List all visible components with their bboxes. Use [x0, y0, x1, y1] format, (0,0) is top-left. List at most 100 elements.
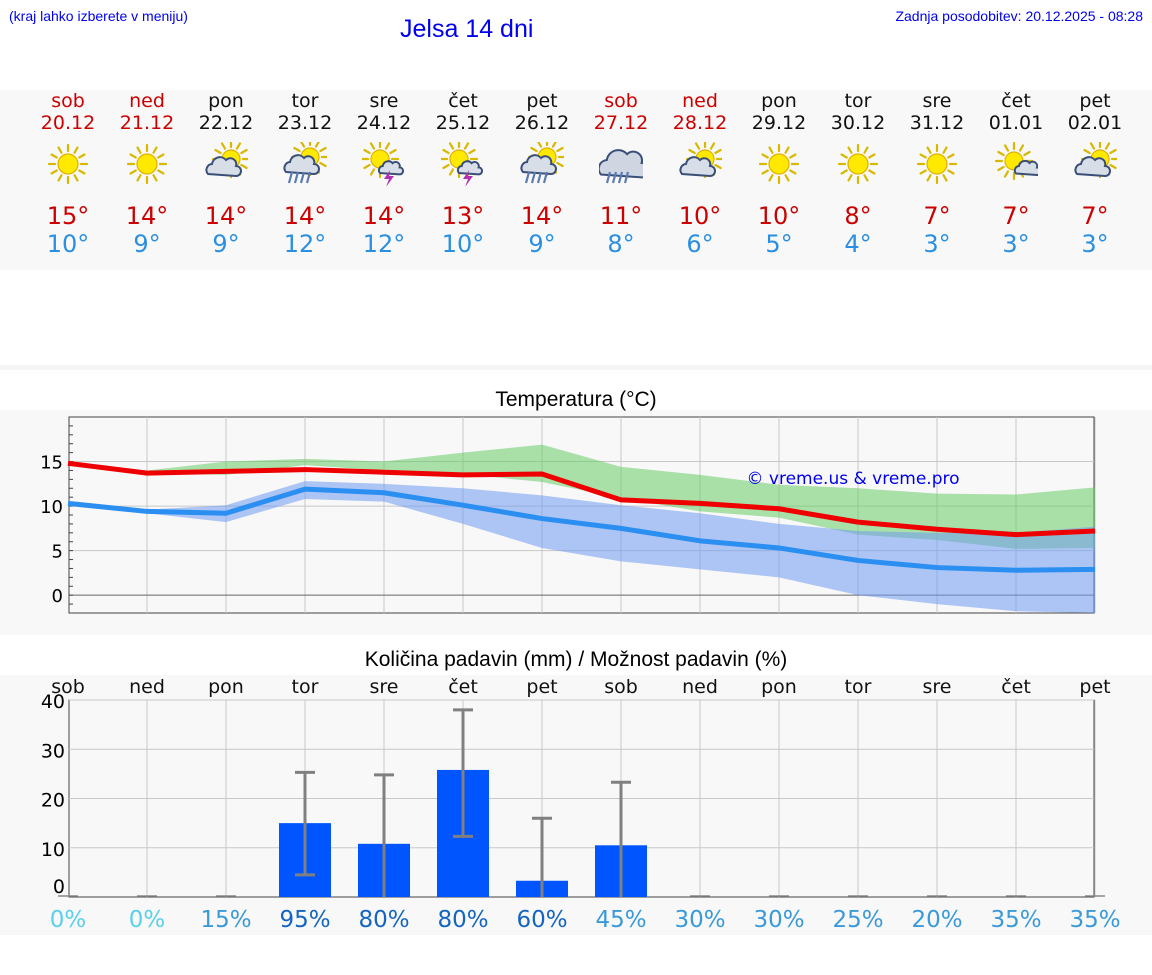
sun-ray — [1104, 142, 1111, 150]
temp-max: 14° — [520, 202, 564, 230]
cloud — [283, 154, 320, 176]
sun-ray — [78, 169, 86, 175]
sun-ray — [947, 153, 955, 159]
sun-ray — [448, 168, 455, 176]
temp-max: 14° — [362, 202, 406, 230]
sun-ray — [997, 165, 1005, 172]
temp-min: 8° — [607, 230, 635, 258]
precipitation-probability: 80% — [437, 907, 488, 933]
temperature-chart-title: Temperatura (°C) — [495, 388, 657, 411]
sun-ray — [919, 169, 927, 175]
temp-min: 10° — [441, 230, 485, 258]
sun-ray — [152, 174, 158, 182]
y-tick-label: 10 — [41, 839, 65, 861]
sun-ray — [863, 174, 869, 182]
sun-ray — [840, 169, 848, 175]
category-label: ned — [129, 676, 165, 698]
sun-ray — [714, 148, 722, 155]
cloud — [520, 154, 557, 176]
cloud — [456, 160, 484, 176]
day-name: čet — [1001, 90, 1031, 112]
sun-disc — [926, 153, 948, 175]
sun-ray — [942, 146, 948, 154]
sun-ray — [919, 153, 927, 159]
sun-icon — [837, 143, 879, 185]
temp-max: 13° — [441, 202, 485, 230]
sun-ray — [57, 146, 63, 154]
sun-ray — [369, 142, 376, 150]
lightning-bolt — [463, 170, 473, 186]
day-column: čet 01.01 7° 3° — [976, 90, 1056, 258]
day-date: 02.01 — [1067, 112, 1123, 134]
max-range-band — [68, 444, 1095, 549]
precipitation-probability: 30% — [674, 907, 725, 933]
sun-ray — [235, 142, 242, 150]
precipitation-probability: 15% — [200, 907, 251, 933]
sun-icon — [126, 143, 168, 185]
day-column: ned 21.12 14° 9° — [107, 90, 187, 258]
raindrop — [524, 171, 531, 184]
y-tick-label: 40 — [41, 691, 65, 713]
weather-icon — [441, 142, 484, 186]
precipitation-probability: 25% — [832, 907, 883, 933]
y-tick-label: 5 — [52, 542, 63, 563]
sun-ray — [448, 142, 455, 150]
day-date: 20.12 — [40, 112, 96, 134]
day-date: 29.12 — [751, 112, 807, 134]
day-date: 27.12 — [593, 112, 649, 134]
y-tick-label: 10 — [40, 497, 63, 518]
precipitation-probability: 95% — [279, 907, 330, 933]
day-name: tor — [291, 90, 319, 112]
temp-max: 7° — [1002, 202, 1030, 230]
location-menu-hint: (kraj lahko izberete v meniju) — [9, 8, 188, 24]
day-column: pon 22.12 14° 9° — [186, 90, 266, 258]
day-column: sre 24.12 14° 12° — [344, 90, 424, 258]
sun-ray — [847, 174, 853, 182]
raindrop — [287, 171, 294, 184]
day-column: čet 25.12 13° 10° — [423, 90, 503, 258]
day-date: 26.12 — [514, 112, 570, 134]
sun-ray — [947, 169, 955, 175]
temp-min: 3° — [1081, 230, 1109, 258]
category-label: ned — [682, 676, 718, 698]
precipitation-probability: 0% — [50, 907, 87, 933]
temp-min: 3° — [923, 230, 951, 258]
sun-ray — [369, 168, 376, 176]
sun-ray — [768, 146, 774, 154]
day-date: 23.12 — [277, 112, 333, 134]
sun-ray — [768, 174, 774, 182]
weather-icon — [679, 142, 722, 179]
weather-icon — [205, 142, 248, 179]
sun-ray — [442, 163, 450, 170]
sun-ray — [556, 146, 564, 153]
weather-icon — [283, 142, 327, 184]
sun-ray — [761, 169, 769, 175]
sun-ray — [863, 146, 869, 154]
temp-max: 8° — [844, 202, 872, 230]
sun-ray — [463, 142, 470, 150]
sun-ray — [926, 146, 932, 154]
day-name: sre — [922, 90, 952, 112]
y-tick-label: 15 — [40, 453, 63, 474]
y-tick-label: 0 — [53, 876, 65, 898]
precipitation-probability: 35% — [1069, 907, 1120, 933]
sun-cloud-icon — [205, 142, 248, 179]
sun-disc — [768, 153, 790, 175]
day-name: sre — [369, 90, 399, 112]
sun-ray — [363, 163, 371, 170]
max-temperature-line — [67, 460, 1096, 538]
sun-ray — [73, 146, 79, 154]
weather-icon — [520, 142, 564, 184]
temp-max: 10° — [757, 202, 801, 230]
sun-disc — [847, 153, 869, 175]
sun-ray — [214, 148, 222, 155]
min-range-band — [68, 481, 1095, 613]
cloud — [1013, 159, 1038, 177]
sun-ray — [789, 153, 797, 159]
raindrop — [617, 171, 624, 184]
sun-ray — [709, 142, 716, 150]
sun-ray — [847, 146, 853, 154]
sun-ray — [50, 153, 58, 159]
sun-ray — [384, 142, 391, 150]
weather-icon — [362, 142, 405, 186]
